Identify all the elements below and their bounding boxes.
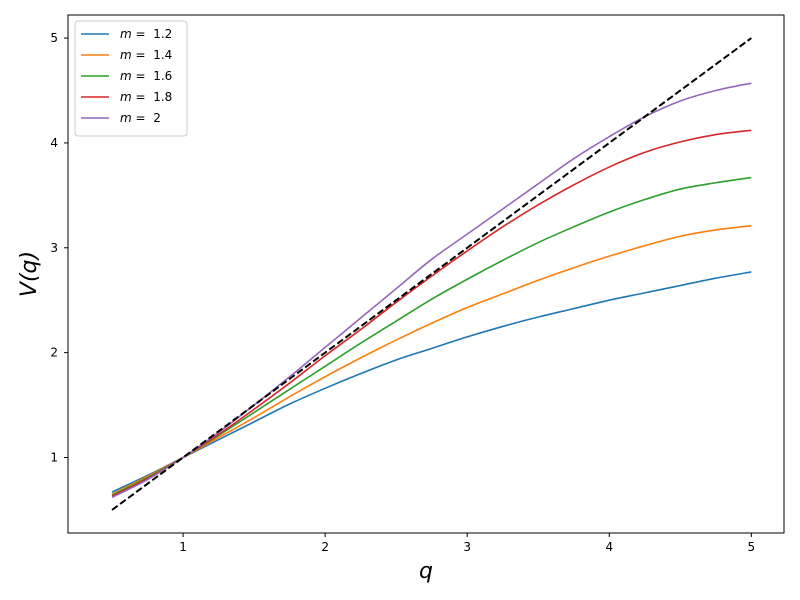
x-tick-label: 5 bbox=[748, 540, 756, 554]
x-tick-label: 1 bbox=[179, 540, 187, 554]
x-tick-label: 4 bbox=[605, 540, 613, 554]
y-tick-label: 1 bbox=[50, 451, 58, 465]
legend-label: m = 1.6 bbox=[120, 69, 172, 83]
y-tick-label: 2 bbox=[50, 346, 58, 360]
series-line-1 bbox=[111, 271, 752, 493]
legend-label: m = 1.8 bbox=[120, 90, 172, 104]
ticks-layer: 1 2 3 4 5 1 2 3 4 5 bbox=[50, 31, 755, 554]
x-tick-label: 3 bbox=[463, 540, 471, 554]
y-tick-label: 4 bbox=[50, 136, 58, 150]
series-line-4 bbox=[111, 129, 752, 498]
legend-label: m = 2 bbox=[120, 111, 161, 125]
legend: m = 1.2 m = 1.4 m = 1.6 m = 1.8 m = 2 bbox=[74, 20, 188, 137]
x-axis-label: q bbox=[419, 559, 433, 584]
series-line-2 bbox=[111, 224, 752, 495]
series-line-3 bbox=[111, 176, 752, 496]
y-tick-label: 5 bbox=[50, 31, 58, 45]
series-layer bbox=[111, 37, 752, 511]
legend-box bbox=[74, 20, 188, 137]
reference-line bbox=[111, 37, 752, 511]
legend-label: m = 1.4 bbox=[120, 48, 172, 62]
x-tick-label: 2 bbox=[321, 540, 329, 554]
y-tick-label: 3 bbox=[50, 241, 58, 255]
y-axis-label: V(q) bbox=[17, 251, 42, 297]
legend-label: m = 1.2 bbox=[120, 27, 172, 41]
